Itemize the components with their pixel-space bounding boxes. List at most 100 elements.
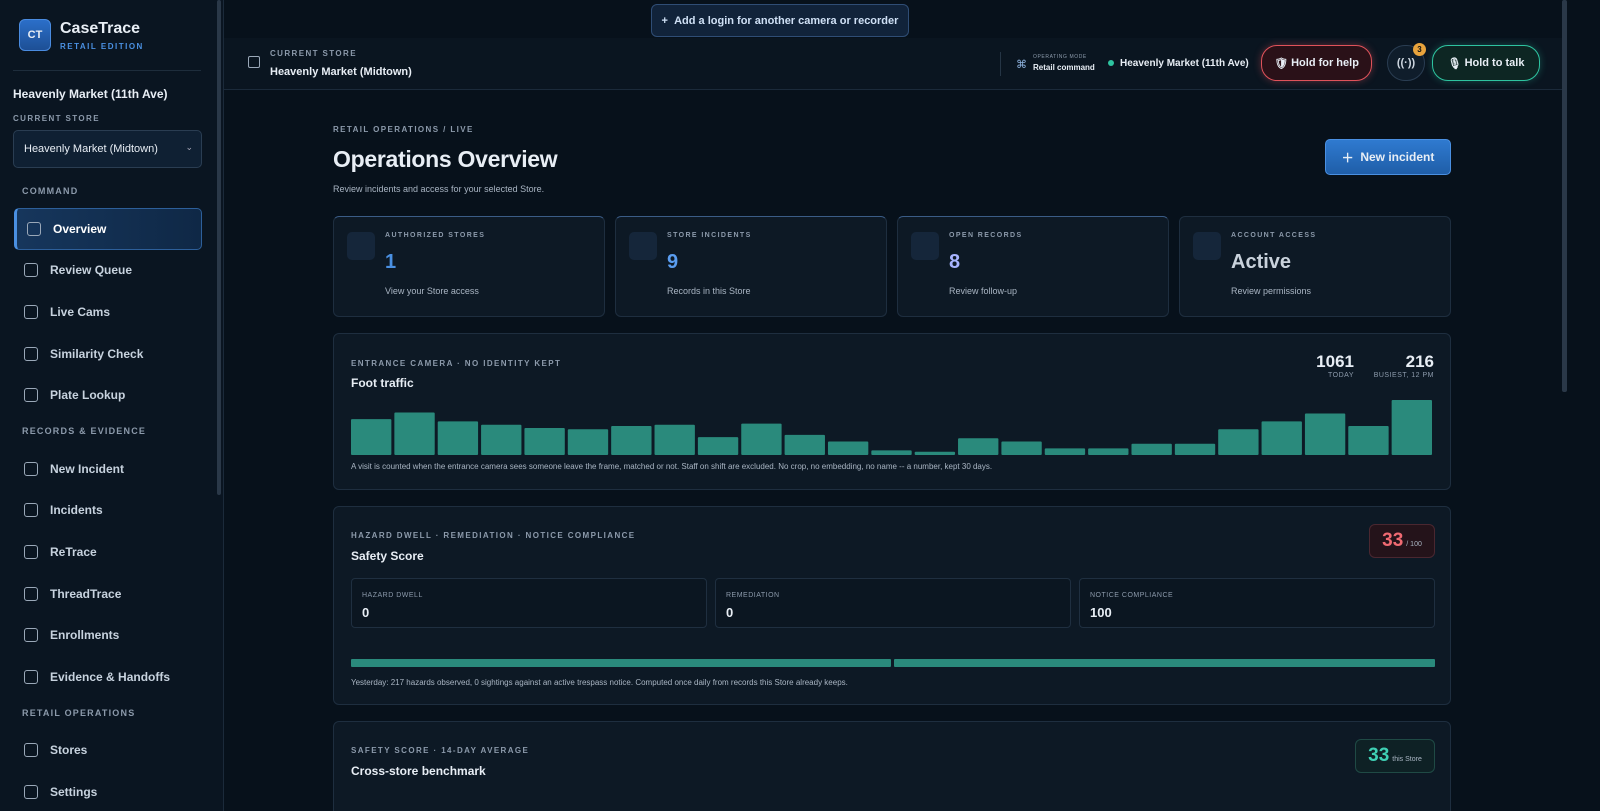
nav-item[interactable]: Settings (14, 771, 202, 811)
nav: COMMAND Overview Review Queue Live Cams Simi… (14, 176, 202, 811)
eyebrow: ENTRANCE CAMERA · NO IDENTITY KEPT (351, 359, 562, 368)
benchmark-badge: 33 this Store (1355, 739, 1435, 773)
nav-item[interactable]: ReTrace (14, 531, 202, 573)
traffic-chart (351, 400, 1432, 455)
nav-item[interactable]: Stores (14, 730, 202, 772)
nav-item[interactable]: Live Cams (14, 291, 202, 333)
nav-icon (24, 304, 38, 319)
stat-card[interactable]: STORE INCIDENTS 9 Records in this Store (615, 216, 887, 317)
metric-label: HAZARD DWELL (362, 592, 423, 599)
stat-label: AUTHORIZED STORES (385, 232, 486, 239)
foot-traffic-card: ENTRANCE CAMERA · NO IDENTITY KEPT Foot … (333, 333, 1451, 490)
stat-icon (629, 232, 657, 260)
stat-card[interactable]: ACCOUNT ACCESS Active Review permissions (1179, 216, 1451, 317)
stat-card[interactable]: OPEN RECORDS 8 Review follow-up (897, 216, 1169, 317)
help-button[interactable]: 🛡 Hold for help (1261, 45, 1372, 81)
nav-item[interactable]: Evidence & Handoffs (14, 656, 202, 698)
traffic-bar (871, 450, 912, 455)
talk-button[interactable]: 🎙 Hold to talk (1432, 45, 1540, 81)
topbar: CURRENT STORE Heavenly Market (Midtown) … (224, 38, 1564, 90)
traffic-bar (1088, 448, 1129, 455)
traffic-bar (394, 412, 435, 455)
stat-value: 8 (949, 251, 961, 273)
traffic-bar (1001, 441, 1042, 455)
divider (1000, 52, 1001, 76)
traffic-bar (697, 437, 739, 455)
stat-label: STORE INCIDENTS (667, 232, 752, 239)
banner-text: Add a login for another camera or record… (674, 14, 899, 27)
location: Heavenly Market (11th Ave) (1120, 58, 1249, 69)
card-note: Yesterday: 217 hazards observed, 0 sight… (351, 678, 848, 687)
score-max: / 100 (1406, 540, 1422, 548)
nav-label: Overview (53, 221, 107, 236)
nav-section: RECORDS & EVIDENCE (22, 425, 147, 436)
traffic-bar (741, 423, 782, 455)
nav-label: New Incident (50, 461, 125, 476)
logo: CT (19, 19, 51, 51)
stat-note: View your Store access (385, 286, 479, 296)
traffic-bar (524, 428, 565, 455)
metric-label: REMEDIATION (726, 592, 780, 599)
stat-note: Review permissions (1231, 286, 1312, 296)
stat-value: 1 (385, 251, 397, 273)
traffic-bar (611, 425, 652, 455)
page-title: Operations Overview (333, 146, 558, 172)
new-incident-button[interactable]: ＋ New incident (1325, 139, 1451, 175)
score-bar-segment (351, 659, 891, 667)
brand-name: CaseTrace (60, 20, 141, 37)
store-icon (248, 56, 260, 68)
card-title: Foot traffic (351, 376, 414, 390)
store-select-text: Heavenly Market (Midtown) (24, 143, 158, 155)
traffic-bar (1218, 429, 1259, 455)
status-dot (1108, 60, 1114, 66)
store-name: Heavenly Market (11th Ave) (13, 87, 168, 101)
stat-card[interactable]: AUTHORIZED STORES 1 View your Store access (333, 216, 605, 317)
nav-icon (24, 263, 38, 278)
mode-icon: ⌘ (1016, 59, 1027, 71)
traffic-bar (351, 419, 392, 455)
new-incident-text: New incident (1360, 150, 1435, 164)
nav-item[interactable]: New Incident (14, 448, 202, 490)
top-store: Heavenly Market (Midtown) (270, 66, 412, 78)
stat-label: ACCOUNT ACCESS (1231, 232, 1317, 239)
nav-icon (24, 503, 38, 518)
metric-card: REMEDIATION 0 (715, 578, 1071, 628)
nav-item[interactable]: ThreadTrace (14, 573, 202, 615)
nav-item[interactable]: Enrollments (14, 614, 202, 656)
today-value: 1061 (1316, 352, 1354, 371)
metric-value: 0 (362, 605, 370, 620)
traffic-bar (567, 429, 609, 455)
nav-item[interactable]: Overview (14, 208, 202, 250)
nav-icon (24, 586, 38, 601)
traffic-bar (1174, 443, 1216, 455)
nav-item[interactable]: Incidents (14, 490, 202, 532)
nav-label: Enrollments (50, 628, 120, 643)
add-login-banner[interactable]: + Add a login for another camera or reco… (651, 4, 909, 37)
nav-label: ThreadTrace (50, 586, 122, 601)
scrollbar (1562, 0, 1567, 392)
stat-value: 9 (667, 251, 679, 273)
nav-icon (27, 221, 41, 236)
nav-section: RETAIL OPERATIONS (22, 707, 136, 718)
nav-item[interactable]: Review Queue (14, 250, 202, 292)
nav-label: Live Cams (50, 304, 111, 319)
chevron: ⌄ (185, 142, 193, 152)
stat-note: Review follow-up (949, 286, 1018, 296)
nav-label: Review Queue (50, 263, 133, 278)
nav-label: Plate Lookup (50, 388, 126, 403)
traffic-bar (1348, 425, 1389, 455)
metric-label: NOTICE COMPLIANCE (1090, 592, 1174, 599)
nav-item[interactable]: Plate Lookup (14, 374, 202, 416)
traffic-bar (1261, 421, 1302, 455)
nav-item[interactable]: Similarity Check (14, 333, 202, 375)
benchmark-card: SAFETY SCORE · 14-DAY AVERAGE Cross-stor… (333, 721, 1451, 811)
stat-icon (911, 232, 939, 260)
traffic-bar (958, 438, 999, 455)
mode: Retail command (1033, 63, 1095, 72)
score-badge: 33/ 100 (1369, 524, 1435, 558)
store-select[interactable]: Heavenly Market (Midtown) ⌄ (13, 130, 202, 168)
scrollbar (217, 0, 221, 495)
nav-icon (24, 388, 38, 403)
